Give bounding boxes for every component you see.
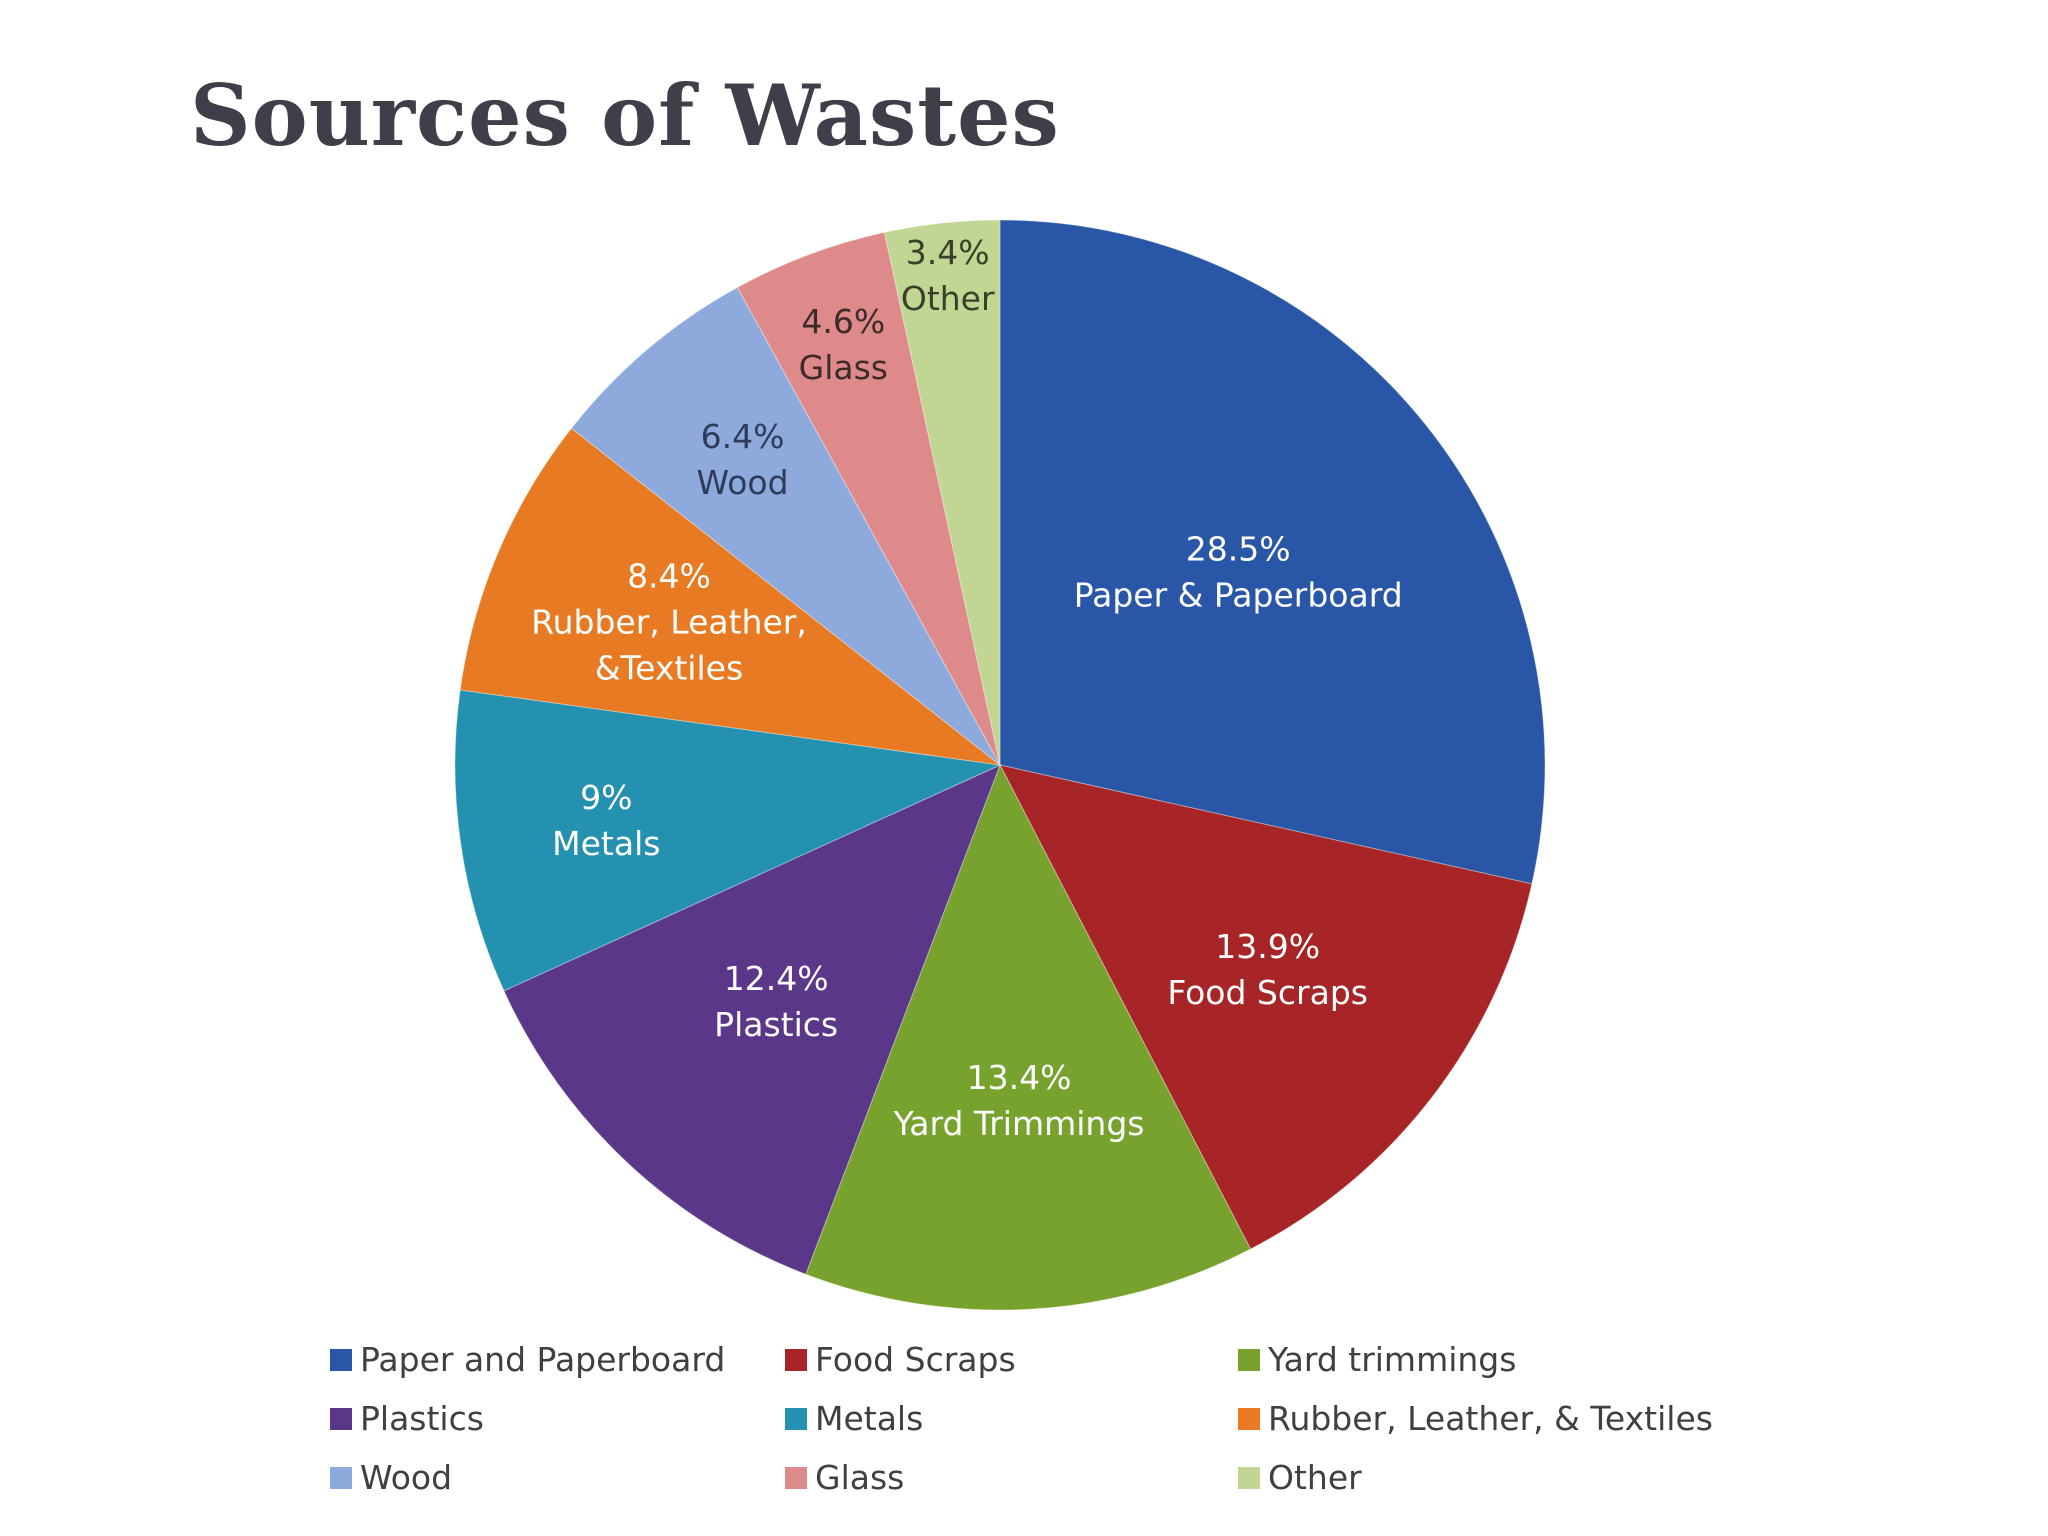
- data-label-yard-trimmings-percent: 13.4%: [967, 1058, 1072, 1097]
- legend-label: Wood: [360, 1458, 453, 1497]
- pie-slice-metals: [454, 689, 1002, 992]
- data-label-food-scraps-percent: 13.9%: [1215, 927, 1320, 966]
- legend-swatch: [1238, 1348, 1260, 1371]
- data-label-metals-name: Metals: [552, 824, 660, 863]
- data-label-yard-trimmings-name: Yard Trimmings: [893, 1104, 1145, 1143]
- legend-swatch: [330, 1407, 352, 1430]
- legend-swatch: [785, 1466, 807, 1489]
- legend-swatch: [1238, 1466, 1260, 1489]
- data-label-other-percent: 3.4%: [906, 233, 990, 272]
- legend-label: Other: [1268, 1458, 1362, 1497]
- data-label-paper-and-paperboard-percent: 28.5%: [1186, 530, 1291, 569]
- data-label-glass-name: Glass: [799, 348, 888, 387]
- pie-slice-other: [883, 219, 1001, 766]
- page-title: Sources of Wastes: [190, 66, 1060, 165]
- data-label-food-scraps-name: Food Scraps: [1167, 973, 1368, 1012]
- data-label-plastics-percent: 12.4%: [724, 959, 829, 998]
- data-label-wood-percent: 6.4%: [701, 417, 785, 456]
- data-label-rubber-leather-and-textiles-name: Rubber, Leather,: [531, 603, 807, 642]
- legend-label: Glass: [815, 1458, 905, 1497]
- pie-slice-paper-and-paperboard: [999, 219, 1546, 885]
- pie-slice-rubber-leather-and-textiles: [459, 427, 1002, 766]
- pie-slice-glass: [736, 231, 1001, 766]
- data-label-metals-percent: 9%: [580, 778, 632, 817]
- data-label-plastics-name: Plastics: [714, 1005, 838, 1044]
- legend-swatch: [785, 1407, 807, 1430]
- legend-swatch: [1238, 1407, 1260, 1430]
- pie-slice-food-scraps: [999, 764, 1533, 1250]
- legend-label: Metals: [815, 1399, 924, 1438]
- legend-item-metals: Metals: [785, 1399, 923, 1438]
- legend-item-food-scraps: Food Scraps: [785, 1340, 1016, 1379]
- legend-swatch: [330, 1348, 352, 1371]
- legend-item-plastics: Plastics: [330, 1399, 484, 1438]
- data-label-wood-name: Wood: [697, 463, 789, 502]
- legend-label: Food Scraps: [815, 1340, 1016, 1379]
- data-label-paper-and-paperboard-name: Paper & Paperboard: [1074, 576, 1403, 615]
- pie-slice-yard-trimmings: [805, 763, 1252, 1311]
- data-label-glass-percent: 4.6%: [801, 302, 885, 341]
- legend-label: Rubber, Leather, & Textiles: [1268, 1399, 1713, 1438]
- legend-item-yard-trimmings: Yard trimmings: [1238, 1340, 1516, 1379]
- legend-label: Paper and Paperboard: [360, 1340, 726, 1379]
- data-label-rubber-leather-and-textiles-percent: 8.4%: [627, 557, 711, 596]
- legend-item-wood: Wood: [330, 1458, 452, 1497]
- data-label-rubber-leather-and-textiles-name: &Textiles: [595, 649, 743, 688]
- legend-item-other: Other: [1238, 1458, 1362, 1497]
- legend-swatch: [785, 1348, 807, 1371]
- legend-item-paper-and-paperboard: Paper and Paperboard: [330, 1340, 725, 1379]
- legend-swatch: [330, 1466, 352, 1489]
- pie-slice-plastics: [503, 764, 1001, 1275]
- data-label-other-name: Other: [901, 279, 995, 318]
- pie-slice-wood: [570, 286, 1001, 766]
- pie-chart: 28.5% Paper & Paperboard 13.9% Food Scraps 1…: [454, 219, 1546, 1311]
- legend-item-glass: Glass: [785, 1458, 904, 1497]
- legend-label: Yard trimmings: [1268, 1340, 1517, 1379]
- legend-item-rubber-leather-and-textiles: Rubber, Leather, & Textiles: [1238, 1399, 1713, 1438]
- legend-label: Plastics: [360, 1399, 484, 1438]
